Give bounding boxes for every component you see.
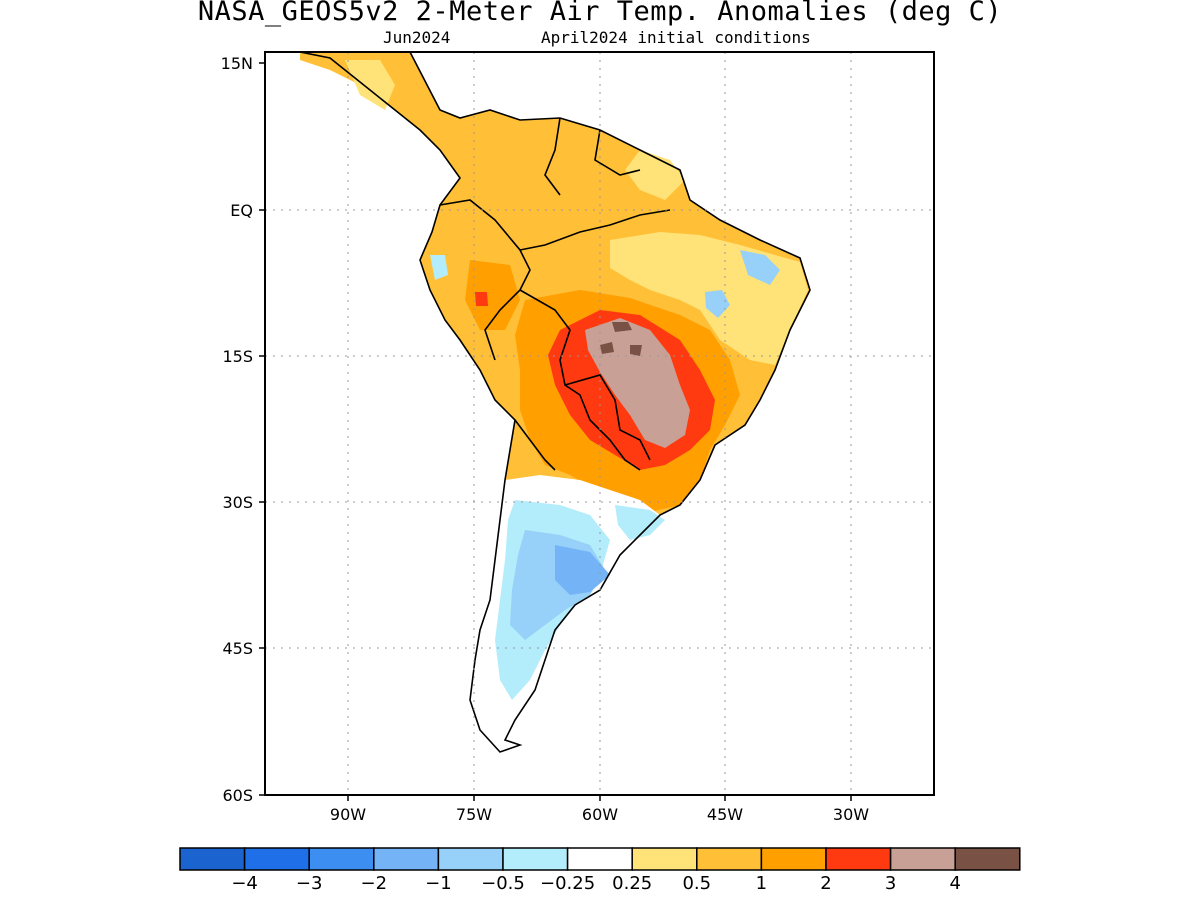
colorbar-label: −1 — [425, 873, 452, 894]
colorbar-swatch — [373, 847, 440, 871]
colorbar-swatch — [502, 847, 569, 871]
colorbar-swatch — [308, 847, 375, 871]
lat-label-30s: 30S — [222, 493, 253, 512]
anomaly-field — [300, 52, 810, 752]
lon-label-75w: 75W — [456, 805, 492, 824]
lon-label-90w: 90W — [330, 805, 366, 824]
lon-label-30w: 30W — [833, 805, 869, 824]
lat-label-60s: 60S — [222, 786, 253, 805]
colorbar-swatch — [954, 847, 1021, 871]
lat-label-45s: 45S — [222, 639, 253, 658]
lat-label-15n: 15N — [221, 54, 253, 73]
colorbar-swatch — [825, 847, 892, 871]
colorbar-swatch — [760, 847, 827, 871]
lat-label-eq: EQ — [230, 201, 253, 220]
colorbar-label: −4 — [231, 873, 258, 894]
colorbar-label: 0.5 — [682, 873, 711, 894]
colorbar-label: −3 — [296, 873, 323, 894]
colorbar-label: −0.25 — [540, 873, 595, 894]
colorbar — [179, 847, 1021, 871]
colorbar-swatch — [889, 847, 956, 871]
colorbar-swatch — [631, 847, 698, 871]
lon-label-45w: 45W — [707, 805, 743, 824]
colorbar-swatch — [696, 847, 763, 871]
lat-axis: 15N EQ 15S 30S 45S 60S — [221, 54, 265, 805]
lat-label-15s: 15S — [222, 347, 253, 366]
colorbar-swatch — [437, 847, 504, 871]
colorbar-label: 4 — [949, 873, 960, 894]
colorbar-label: 1 — [756, 873, 767, 894]
forecast-month: Jun2024 — [383, 28, 451, 47]
colorbar-swatch — [566, 847, 633, 871]
initial-conditions: April2024 initial conditions — [541, 28, 811, 47]
colorbar-label: −0.5 — [481, 873, 525, 894]
lon-label-60w: 60W — [582, 805, 618, 824]
colorbar-label: 3 — [885, 873, 896, 894]
colorbar-label: 2 — [820, 873, 831, 894]
map-title: NASA_GEOS5v2 2-Meter Air Temp. Anomalies… — [197, 0, 1003, 27]
lon-axis: 90W 75W 60W 45W 30W — [330, 795, 869, 824]
colorbar-labels: −4 −3 −2 −1 −0.5 −0.25 0.25 0.5 1 2 3 4 — [231, 873, 961, 894]
colorbar-swatch — [243, 847, 310, 871]
colorbar-label: 0.25 — [612, 873, 652, 894]
colorbar-swatch — [179, 847, 246, 871]
colorbar-label: −2 — [361, 873, 388, 894]
